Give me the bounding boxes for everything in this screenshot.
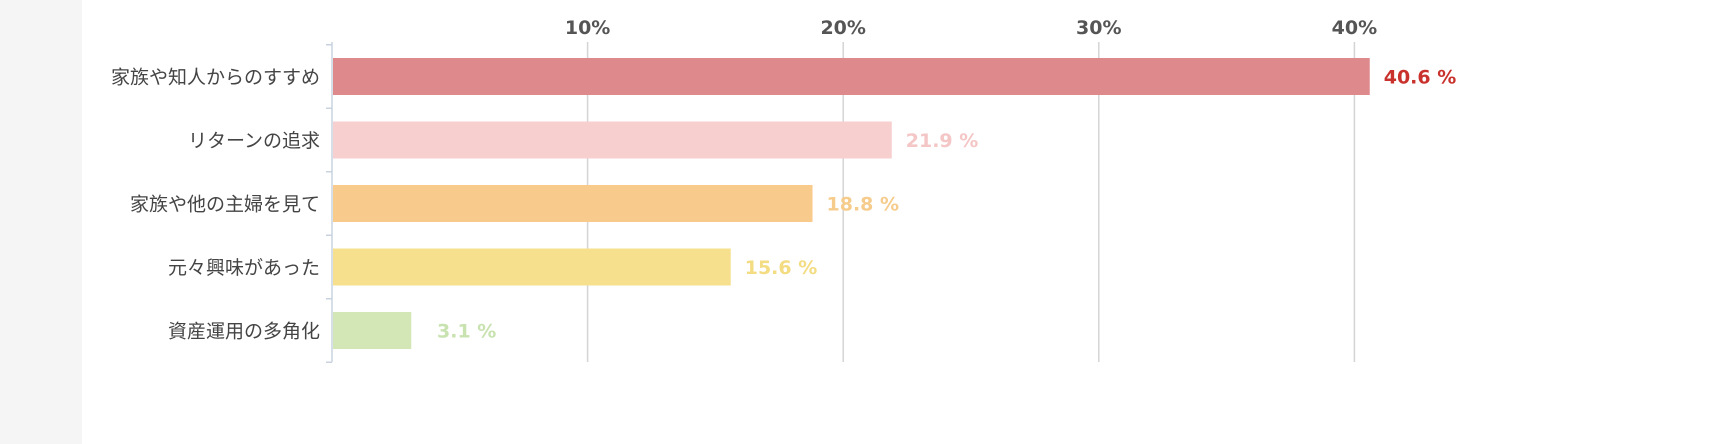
data-label-2: 21.9 % [906,130,979,152]
category-label-5: 資産運用の多角化 [168,321,320,343]
category-label-4: 元々興味があった [168,257,320,279]
data-label-3: 18.8 % [827,194,900,216]
category-labels: 家族や知人からのすすめリターンの追求家族や他の主婦を見て元々興味があった資産運用… [111,67,320,343]
data-labels: 40.6 % 21.9 % 18.8 % 15.6 % 3.1 % [437,67,1456,343]
data-label-5: 3.1 % [437,321,496,343]
bars [333,58,1370,349]
x-tick-label-30: 30% [1076,17,1121,39]
bar-4 [333,248,731,286]
category-label-2: リターンの追求 [188,130,320,152]
bar-chart: 10% 20% 30% 40% 家族や知人からのすすめリターンの追求家族や他の主婦を見… [111,17,1456,363]
bar-1 [333,58,1370,95]
data-label-4: 15.6 % [745,257,818,279]
x-tick-label-10: 10% [565,17,610,39]
bar-3 [333,185,813,222]
y-axis [326,42,333,363]
x-tick-label-20: 20% [820,17,865,39]
category-label-1: 家族や知人からのすすめ [111,67,320,89]
x-tick-label-40: 40% [1332,17,1377,39]
bar-5 [333,312,412,349]
bar-2 [333,121,892,159]
category-label-3: 家族や他の主婦を見て [130,194,320,216]
chart-panel: 10% 20% 30% 40% 家族や知人からのすすめリターンの追求家族や他の主婦を見… [82,0,1709,444]
data-label-1: 40.6 % [1384,67,1457,89]
x-tick-labels: 10% 20% 30% 40% [565,17,1377,39]
